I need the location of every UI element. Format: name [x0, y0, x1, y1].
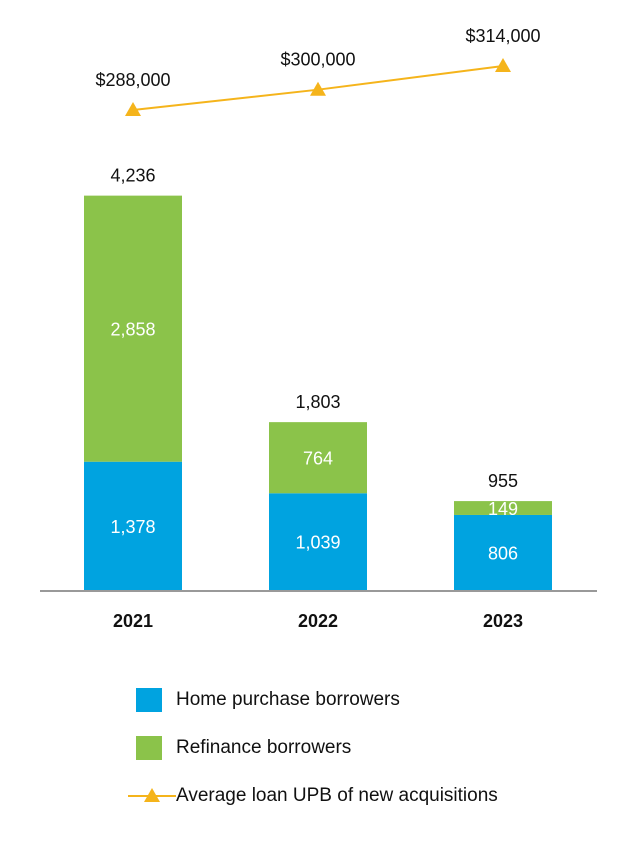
- x-tick-label-2022: 2022: [298, 611, 338, 631]
- legend-swatch-refinance: [136, 736, 162, 760]
- legend-item-upb: Average loan UPB of new acquisitions: [128, 772, 498, 820]
- legend-label-refinance: Refinance borrowers: [176, 737, 352, 758]
- upb-triangle-marker-2023: [495, 58, 511, 72]
- bar-refinance-2021: [84, 195, 182, 462]
- bar-total-label-2021: 4,236: [110, 166, 155, 186]
- legend-swatch-home-purchase: [136, 688, 162, 712]
- bar-total-label-2023: 955: [488, 471, 518, 491]
- legend-item-refinance: Refinance borrowers: [128, 724, 498, 772]
- stacked-bar-chart: 1,378 2,858 4,236 2021 1,039 764 1,803 2022 806 1…: [40, 26, 597, 631]
- bar-total-label-2022: 1,803: [295, 392, 340, 412]
- bars-layer: [84, 195, 552, 590]
- upb-triangle-marker-2021: [125, 102, 141, 116]
- labels-layer: 1,378 2,858 4,236 2021 1,039 764 1,803 2022 806 1…: [110, 166, 523, 631]
- bar-home-purchase-2022: [269, 493, 367, 590]
- x-tick-label-2021: 2021: [113, 611, 153, 631]
- legend-label-upb: Average loan UPB of new acquisitions: [176, 785, 498, 806]
- bar-value-label-home-purchase-2023: 806: [488, 543, 518, 563]
- bar-refinance-2023: [454, 501, 552, 515]
- bar-value-label-refinance-2022: 764: [303, 449, 333, 469]
- legend-item-home-purchase: Home purchase borrowers: [128, 676, 498, 724]
- upb-triangle-marker-2022: [310, 81, 326, 96]
- bar-value-label-refinance-2023: 149: [488, 499, 518, 519]
- upb-value-label-2022: $300,000: [280, 50, 355, 70]
- upb-line-layer: $288,000 $300,000 $314,000: [95, 26, 541, 116]
- upb-value-label-2021: $288,000: [95, 70, 170, 90]
- x-tick-label-2023: 2023: [483, 611, 523, 631]
- upb-value-label-2023: $314,000: [465, 26, 540, 46]
- bar-value-label-home-purchase-2021: 1,378: [110, 517, 155, 537]
- legend: Home purchase borrowers Refinance borrow…: [128, 676, 498, 820]
- legend-label-home-purchase: Home purchase borrowers: [176, 689, 400, 710]
- bar-home-purchase-2023: [454, 514, 552, 590]
- legend-line-triangle-icon: [128, 788, 176, 802]
- bar-home-purchase-2021: [84, 461, 182, 590]
- bar-refinance-2022: [269, 422, 367, 494]
- bar-value-label-home-purchase-2022: 1,039: [295, 533, 340, 553]
- bar-value-label-refinance-2021: 2,858: [110, 320, 155, 340]
